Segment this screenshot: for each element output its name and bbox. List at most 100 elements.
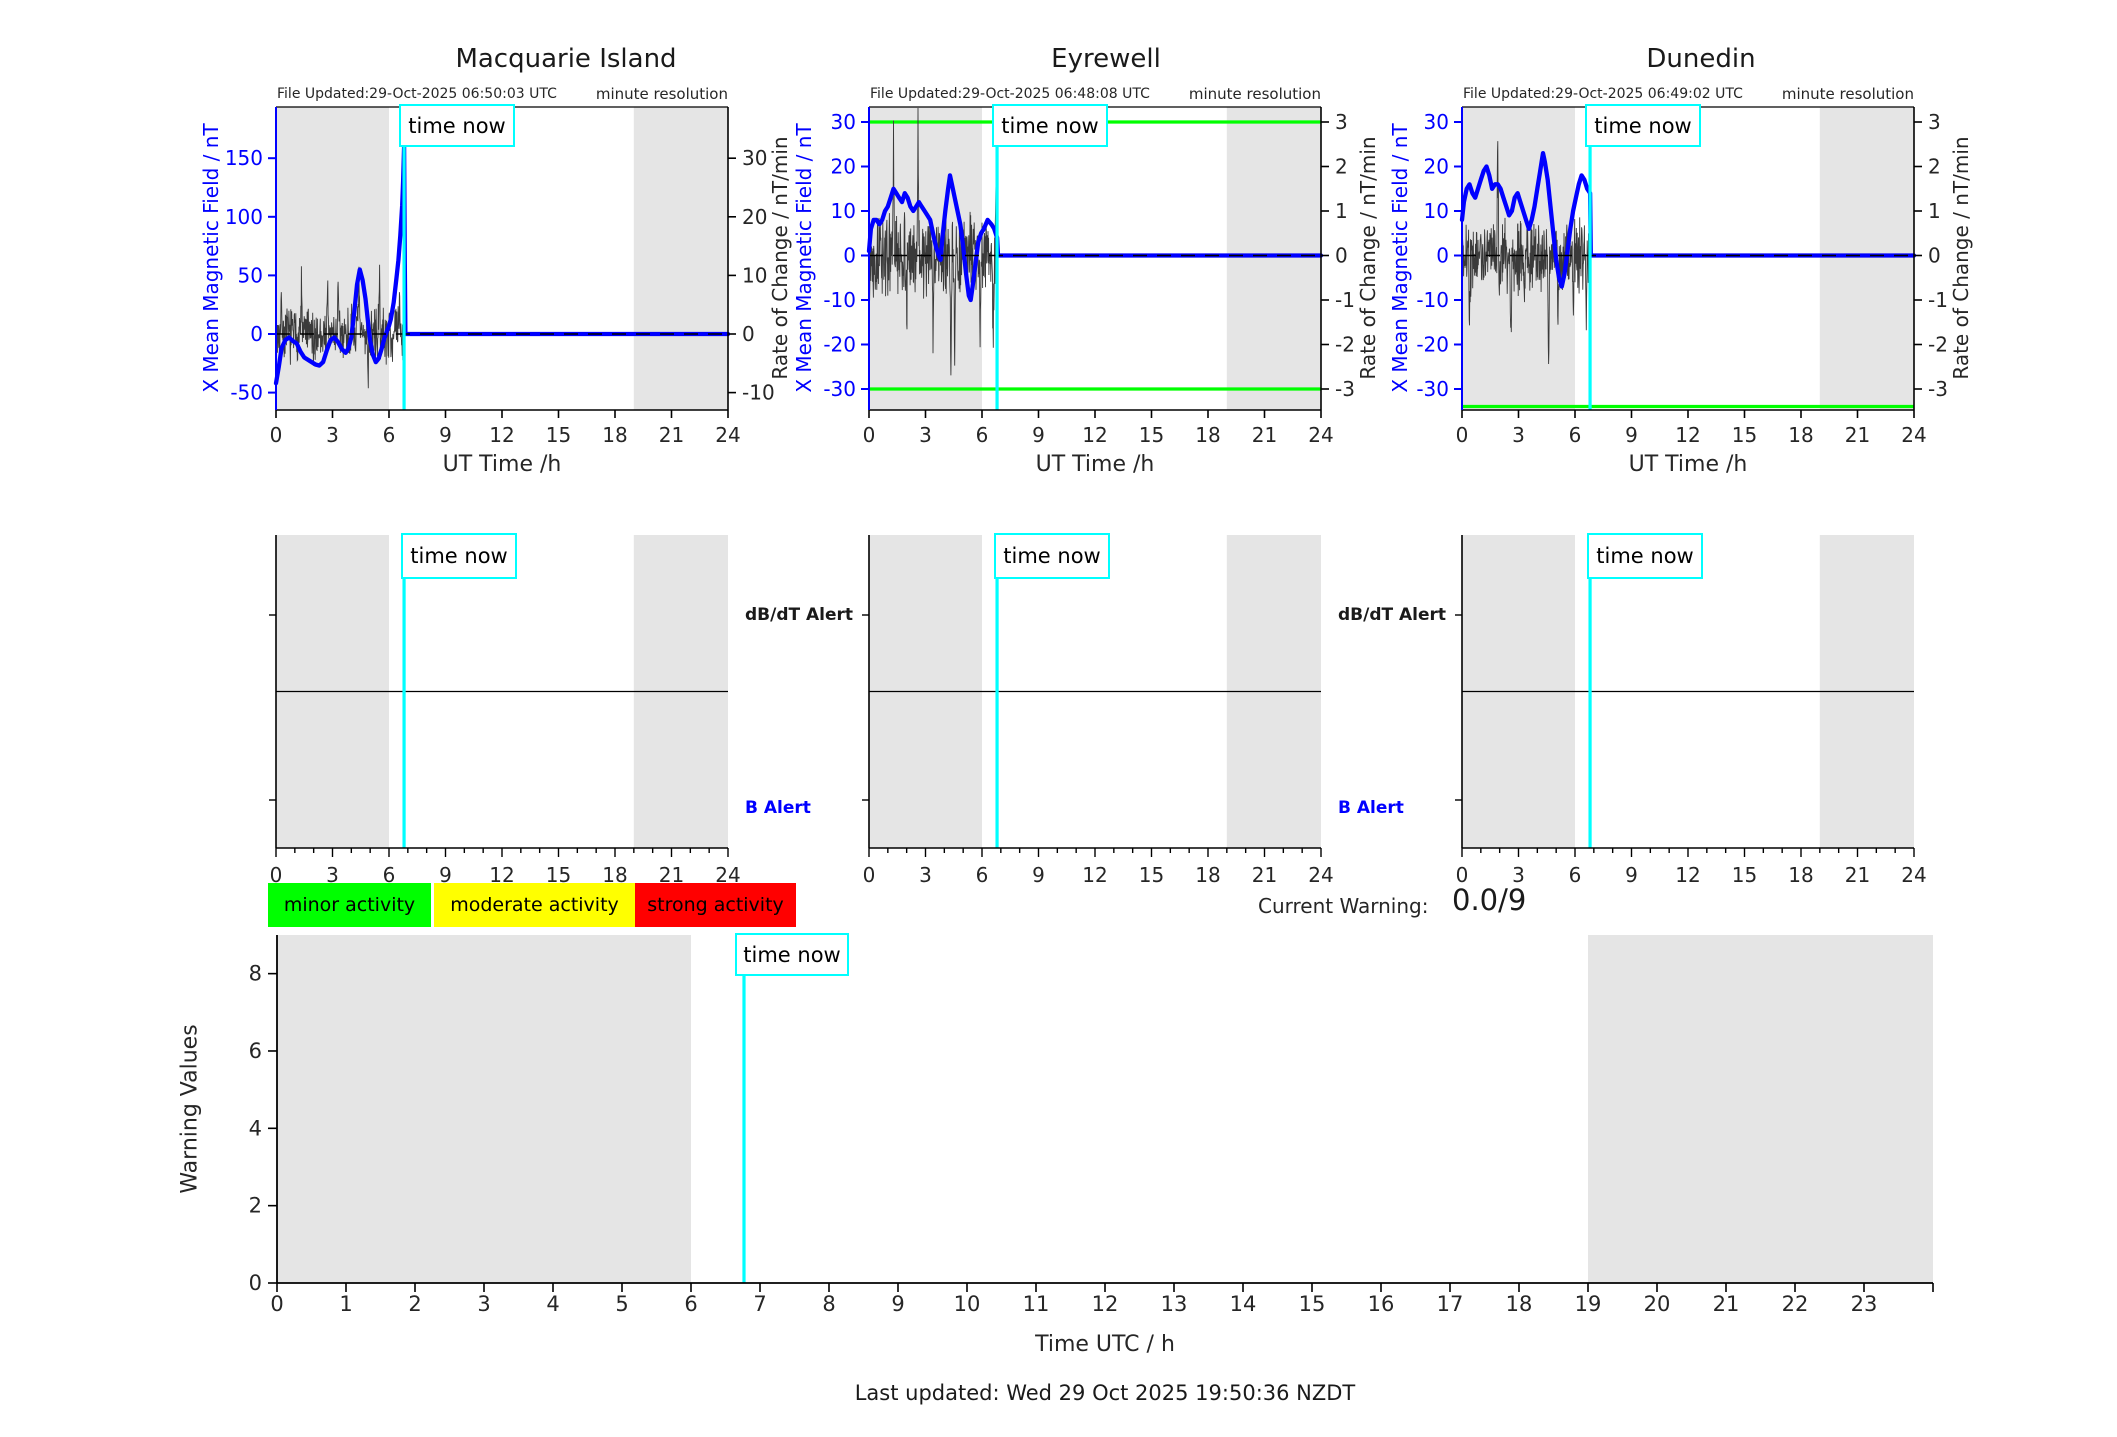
time-now-flag: time now <box>992 104 1108 147</box>
left-tick-label: 0 <box>843 244 856 268</box>
x-tick-label: 3 <box>326 863 339 887</box>
x-tick-label: 21 <box>1845 863 1870 887</box>
night-shading-band <box>277 935 691 1283</box>
b-alert-label: B Alert <box>1338 798 1404 818</box>
right-tick-label: -10 <box>742 381 775 405</box>
time-now-flag: time now <box>399 104 515 147</box>
left-tick-label: -20 <box>1416 333 1449 357</box>
left-tick-label: -10 <box>823 288 856 312</box>
x-tick-label: 21 <box>1845 423 1870 447</box>
y-tick-label: 2 <box>249 1194 262 1218</box>
right-tick-label: -1 <box>1335 288 1355 312</box>
x-tick-label: 18 <box>1788 863 1813 887</box>
station-title-macquarie: Macquarie Island <box>455 44 677 74</box>
left-tick-label: -10 <box>1416 288 1449 312</box>
right-tick-label: 3 <box>1928 110 1941 134</box>
time-now-flag: time now <box>401 533 517 579</box>
left-tick-label: 50 <box>238 263 263 287</box>
x-tick-label: 3 <box>919 863 932 887</box>
x-axis-title: UT Time /h <box>1628 452 1748 477</box>
x-tick-label: 0 <box>270 863 283 887</box>
left-tick-label: -20 <box>823 333 856 357</box>
warning-y-axis-label: Warning Values <box>177 1024 203 1194</box>
right-tick-label: 0 <box>742 322 755 346</box>
x-tick-label: 2 <box>408 1292 421 1316</box>
x-tick-label: 7 <box>753 1292 766 1316</box>
right-tick-label: -3 <box>1928 377 1948 401</box>
x-tick-label: 18 <box>1195 423 1220 447</box>
last-updated-text: Last updated: Wed 29 Oct 2025 19:50:36 N… <box>854 1381 1356 1405</box>
left-tick-label: -50 <box>230 381 263 405</box>
right-tick-label: 1 <box>1928 199 1941 223</box>
x-tick-label: 9 <box>1032 863 1045 887</box>
x-axis-title: UT Time /h <box>442 452 562 477</box>
resolution-note-dunedin: minute resolution <box>1781 85 1914 103</box>
left-tick-label: 30 <box>831 110 856 134</box>
y-tick-label: 6 <box>249 1039 262 1063</box>
db-dt-alert-label: dB/dT Alert <box>745 605 854 625</box>
y-tick-label: 0 <box>249 1271 262 1295</box>
resolution-note-eyrewell: minute resolution <box>1188 85 1321 103</box>
left-tick-label: -30 <box>823 377 856 401</box>
x-tick-label: 24 <box>1901 863 1926 887</box>
mean-field-line <box>1459 150 1917 289</box>
current-warning-value: 0.0/9 <box>1452 883 1527 917</box>
x-tick-label: 12 <box>489 423 514 447</box>
x-tick-label: 12 <box>1082 863 1107 887</box>
right-tick-label: 20 <box>742 205 767 229</box>
x-tick-label: 22 <box>1782 1292 1809 1316</box>
x-tick-label: 24 <box>1308 863 1333 887</box>
x-tick-label: 9 <box>891 1292 904 1316</box>
x-tick-label: 0 <box>1456 423 1469 447</box>
station-title-eyrewell: Eyrewell <box>1051 44 1161 74</box>
legend-strong-activity: strong activity <box>635 883 796 927</box>
resolution-note-macquarie: minute resolution <box>595 85 728 103</box>
x-tick-label: 21 <box>659 423 684 447</box>
x-tick-label: 17 <box>1437 1292 1464 1316</box>
x-tick-label: 21 <box>1252 423 1277 447</box>
x-tick-label: 8 <box>822 1292 835 1316</box>
x-tick-label: 24 <box>1308 423 1333 447</box>
left-tick-label: -30 <box>1416 377 1449 401</box>
x-tick-label: 0 <box>1456 863 1469 887</box>
x-tick-label: 0 <box>270 423 283 447</box>
x-tick-label: 9 <box>439 423 452 447</box>
right-tick-label: -2 <box>1335 333 1355 357</box>
file-updated-macquarie: File Updated:29-Oct-2025 06:50:03 UTC <box>277 86 557 102</box>
x-tick-label: 1 <box>339 1292 352 1316</box>
x-tick-label: 18 <box>1506 1292 1533 1316</box>
x-tick-label: 18 <box>602 423 627 447</box>
x-tick-label: 11 <box>1023 1292 1050 1316</box>
x-tick-label: 18 <box>1788 423 1813 447</box>
x-tick-label: 12 <box>1082 423 1107 447</box>
x-tick-label: 3 <box>1512 423 1525 447</box>
left-tick-label: 0 <box>1436 244 1449 268</box>
right-axis-label: Rate of Change / nT/min <box>1356 136 1380 380</box>
x-tick-label: 9 <box>1625 863 1638 887</box>
night-shading-band <box>276 107 389 410</box>
b-alert-label: B Alert <box>745 798 811 818</box>
mean-field-line <box>866 173 1324 303</box>
right-tick-label: 3 <box>1335 110 1348 134</box>
x-tick-label: 15 <box>1732 863 1757 887</box>
x-tick-label: 0 <box>863 423 876 447</box>
x-tick-label: 6 <box>383 423 396 447</box>
x-tick-label: 5 <box>615 1292 628 1316</box>
x-tick-label: 24 <box>1901 423 1926 447</box>
rate-of-change-noise-line <box>868 107 998 376</box>
left-tick-label: 150 <box>225 146 263 170</box>
x-tick-label: 10 <box>954 1292 981 1316</box>
right-tick-label: 10 <box>742 263 767 287</box>
left-tick-label: 0 <box>250 322 263 346</box>
x-tick-label: 6 <box>1569 863 1582 887</box>
x-tick-label: 12 <box>1675 863 1700 887</box>
x-tick-label: 12 <box>1675 423 1700 447</box>
left-axis-label: X Mean Magnetic Field / nT <box>199 123 223 393</box>
time-now-flag: time now <box>1585 104 1701 147</box>
x-tick-label: 6 <box>684 1292 697 1316</box>
right-axis-label: Rate of Change / nT/min <box>1949 136 1973 380</box>
right-tick-label: 1 <box>1335 199 1348 223</box>
right-axis-label: Rate of Change / nT/min <box>768 136 792 380</box>
